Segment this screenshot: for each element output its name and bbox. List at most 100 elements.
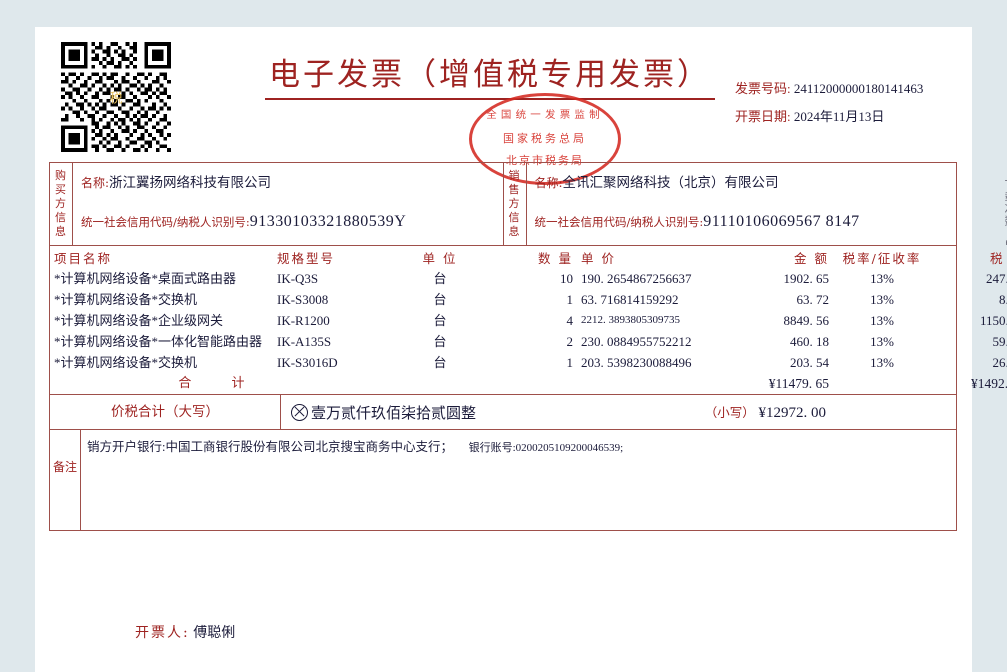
cell-item-name: *计算机网络设备*桌面式路由器: [54, 271, 237, 286]
total-digits-value: ¥12972. 00: [758, 405, 827, 421]
cell-item-name: *计算机网络设备*企业级网关: [54, 313, 224, 328]
th-amount: 金 额: [794, 251, 829, 266]
cell-amount: 460. 18: [790, 334, 829, 349]
th-unit: 单 位: [422, 251, 458, 266]
invoice-meta: 发票号码: 24112000000180141463 开票日期: 2024年11…: [735, 75, 923, 131]
cell-unit: 台: [433, 334, 447, 349]
cell-spec: IK-S3016D: [277, 355, 338, 370]
table-row: *计算机网络设备*企业级网关 IK-R1200 台 4 2212. 389380…: [50, 310, 1007, 331]
cell-spec: IK-Q3S: [277, 271, 319, 286]
cell-amount: 203. 54: [790, 355, 829, 370]
cell-spec: IK-S3008: [277, 292, 329, 307]
table-row: *计算机网络设备*交换机 IK-S3008 台 1 63. 7168141592…: [50, 289, 1007, 310]
buyer-body: 名称:浙江翼扬网络科技有限公司 统一社会信用代码/纳税人识别号:91330103…: [73, 163, 503, 245]
cell-qty: 1: [566, 292, 574, 307]
qr-code[interactable]: 税: [61, 42, 171, 152]
items-table-body: *计算机网络设备*桌面式路由器 IK-Q3S 台 10 190. 2654867…: [50, 268, 1007, 394]
cell-unit: 台: [433, 292, 447, 307]
remarks-section: 备注 销方开户银行:中国工商银行股份有限公司北京搜宝商务中心支行； 银行账号:0…: [50, 430, 956, 530]
drawer-name: 傅聪俐: [193, 626, 236, 641]
total-words-label: 价税合计（大写）: [50, 395, 281, 429]
drawer-label: 开票人:: [135, 625, 190, 641]
th-item-name: 项目名称: [54, 251, 113, 266]
cell-spec: IK-A135S: [277, 334, 332, 349]
cell-rate: 13%: [870, 334, 894, 349]
cell-amount: 63. 72: [796, 292, 830, 307]
summary-label: 合 计: [178, 376, 263, 391]
cell-tax: 1150. 44: [979, 313, 1007, 328]
buyer-taxid-label: 统一社会信用代码/纳税人识别号:: [81, 215, 250, 229]
cell-tax: 59. 82: [992, 334, 1007, 349]
table-row: *计算机网络设备*交换机 IK-S3016D 台 1 203. 53982300…: [50, 352, 1007, 373]
th-qty: 数 量: [538, 251, 573, 266]
cell-rate: 13%: [870, 313, 894, 328]
download-count-note: 下载次数：1: [1003, 179, 1007, 247]
items-section: 项目名称 规格型号 单 位 数 量 单 价 金 额 税率/征收率 税 额 *计算…: [50, 246, 1007, 395]
parties-section: 购买方信息 名称:浙江翼扬网络科技有限公司 统一社会信用代码/纳税人识别号:91…: [50, 163, 956, 246]
th-spec: 规格型号: [277, 251, 336, 266]
remarks-bank-line: 销方开户银行:中国工商银行股份有限公司北京搜宝商务中心支行；: [87, 440, 453, 454]
cell-amount: 1902. 65: [783, 271, 830, 286]
th-tax: 税 额: [990, 251, 1007, 266]
cell-tax: 247. 35: [986, 271, 1007, 286]
cell-amount: 8849. 56: [783, 313, 830, 328]
seller-block: 销售方信息 名称:全讯汇聚网络科技（北京）有限公司 统一社会信用代码/纳税人识别…: [502, 163, 957, 245]
cell-qty: 2: [566, 334, 574, 349]
total-words-section: 价税合计（大写） 壹万贰仟玖佰柒拾贰圆整 （小写） ¥12972. 00: [50, 395, 956, 430]
buyer-name-value: 浙江翼扬网络科技有限公司: [109, 175, 272, 190]
totals-row: 合 计 ¥11479. 65 ¥1492. 35: [50, 373, 1007, 394]
seller-name-value: 全讯汇聚网络科技（北京）有限公司: [562, 175, 779, 190]
cell-qty: 4: [566, 313, 574, 328]
items-header-row: 项目名称 规格型号 单 位 数 量 单 价 金 额 税率/征收率 税 额: [50, 246, 1007, 268]
seller-taxid-value: 91110106069567 8147: [703, 213, 860, 230]
buyer-taxid-row: 统一社会信用代码/纳税人识别号:91330103321880539Y: [81, 213, 495, 231]
cell-spec: IK-R1200: [277, 313, 330, 328]
cell-unit: 台: [433, 355, 447, 370]
qr-center-label: 税: [109, 91, 123, 107]
cell-price: 63. 716814159292: [581, 292, 679, 307]
summary-amount-total: ¥11479. 65: [768, 376, 829, 391]
title-underline: [265, 98, 715, 100]
invoice-number-row: 发票号码: 24112000000180141463: [735, 75, 923, 103]
buyer-block: 购买方信息 名称:浙江翼扬网络科技有限公司 统一社会信用代码/纳税人识别号:91…: [50, 163, 503, 245]
buyer-name-row: 名称:浙江翼扬网络科技有限公司: [81, 171, 495, 191]
remarks-tab-label: 备注: [50, 430, 81, 530]
invoice-number-label: 发票号码:: [735, 81, 791, 96]
th-rate: 税率/征收率: [842, 251, 922, 266]
seal-line-2: 国家税务总局: [503, 132, 587, 145]
cell-item-name: *计算机网络设备*一体化智能路由器: [54, 334, 263, 349]
buyer-tab-label: 购买方信息: [50, 163, 73, 245]
qr-code-graphic: [61, 42, 171, 152]
cell-rate: 13%: [870, 292, 894, 307]
buyer-name-label: 名称:: [81, 176, 110, 190]
cell-qty: 1: [566, 355, 574, 370]
th-price: 单 价: [581, 251, 616, 266]
total-digits-label: （小写）: [704, 405, 755, 420]
invoice-header: 税 电子发票（增值税专用发票） 全国统一发票监制 国家税务总局 北京市税务局 发…: [35, 27, 972, 185]
cell-rate: 13%: [870, 271, 894, 286]
buyer-taxid-value: 91330103321880539Y: [249, 213, 407, 230]
invoice-number-value: 24112000000180141463: [793, 81, 924, 96]
remarks-account-line: 银行账号:0200205109200046539;: [468, 442, 624, 454]
seller-name-label: 名称:: [534, 176, 563, 190]
cell-price: 203. 5398230088496: [581, 355, 692, 370]
total-words-body: 壹万贰仟玖佰柒拾贰圆整 （小写） ¥12972. 00: [281, 402, 956, 423]
cell-unit: 台: [433, 313, 447, 328]
seller-body: 名称:全讯汇聚网络科技（北京）有限公司 统一社会信用代码/纳税人识别号:9111…: [527, 163, 957, 245]
total-digits-group: （小写） ¥12972. 00: [705, 402, 826, 422]
cell-item-name: *计算机网络设备*交换机: [54, 355, 198, 370]
seller-taxid-label: 统一社会信用代码/纳税人识别号:: [534, 215, 704, 229]
seller-tab-label: 销售方信息: [504, 163, 527, 245]
invoice-date-label: 开票日期:: [735, 109, 791, 124]
total-words-value: 壹万贰仟玖佰柒拾贰圆整: [311, 405, 477, 422]
invoice-date-row: 开票日期: 2024年11月13日: [735, 103, 923, 131]
summary-tax-total: ¥1492. 35: [971, 376, 1007, 391]
invoice-frame: 购买方信息 名称:浙江翼扬网络科技有限公司 统一社会信用代码/纳税人识别号:91…: [49, 162, 1007, 531]
cell-price: 230. 0884955752212: [581, 334, 692, 349]
table-row: *计算机网络设备*桌面式路由器 IK-Q3S 台 10 190. 2654867…: [50, 268, 1007, 289]
title-block: 电子发票（增值税专用发票）: [265, 49, 715, 100]
cell-tax: 8. 28: [999, 292, 1007, 307]
cell-tax: 26. 46: [992, 355, 1007, 370]
cell-rate: 13%: [870, 355, 894, 370]
cell-unit: 台: [433, 271, 447, 286]
